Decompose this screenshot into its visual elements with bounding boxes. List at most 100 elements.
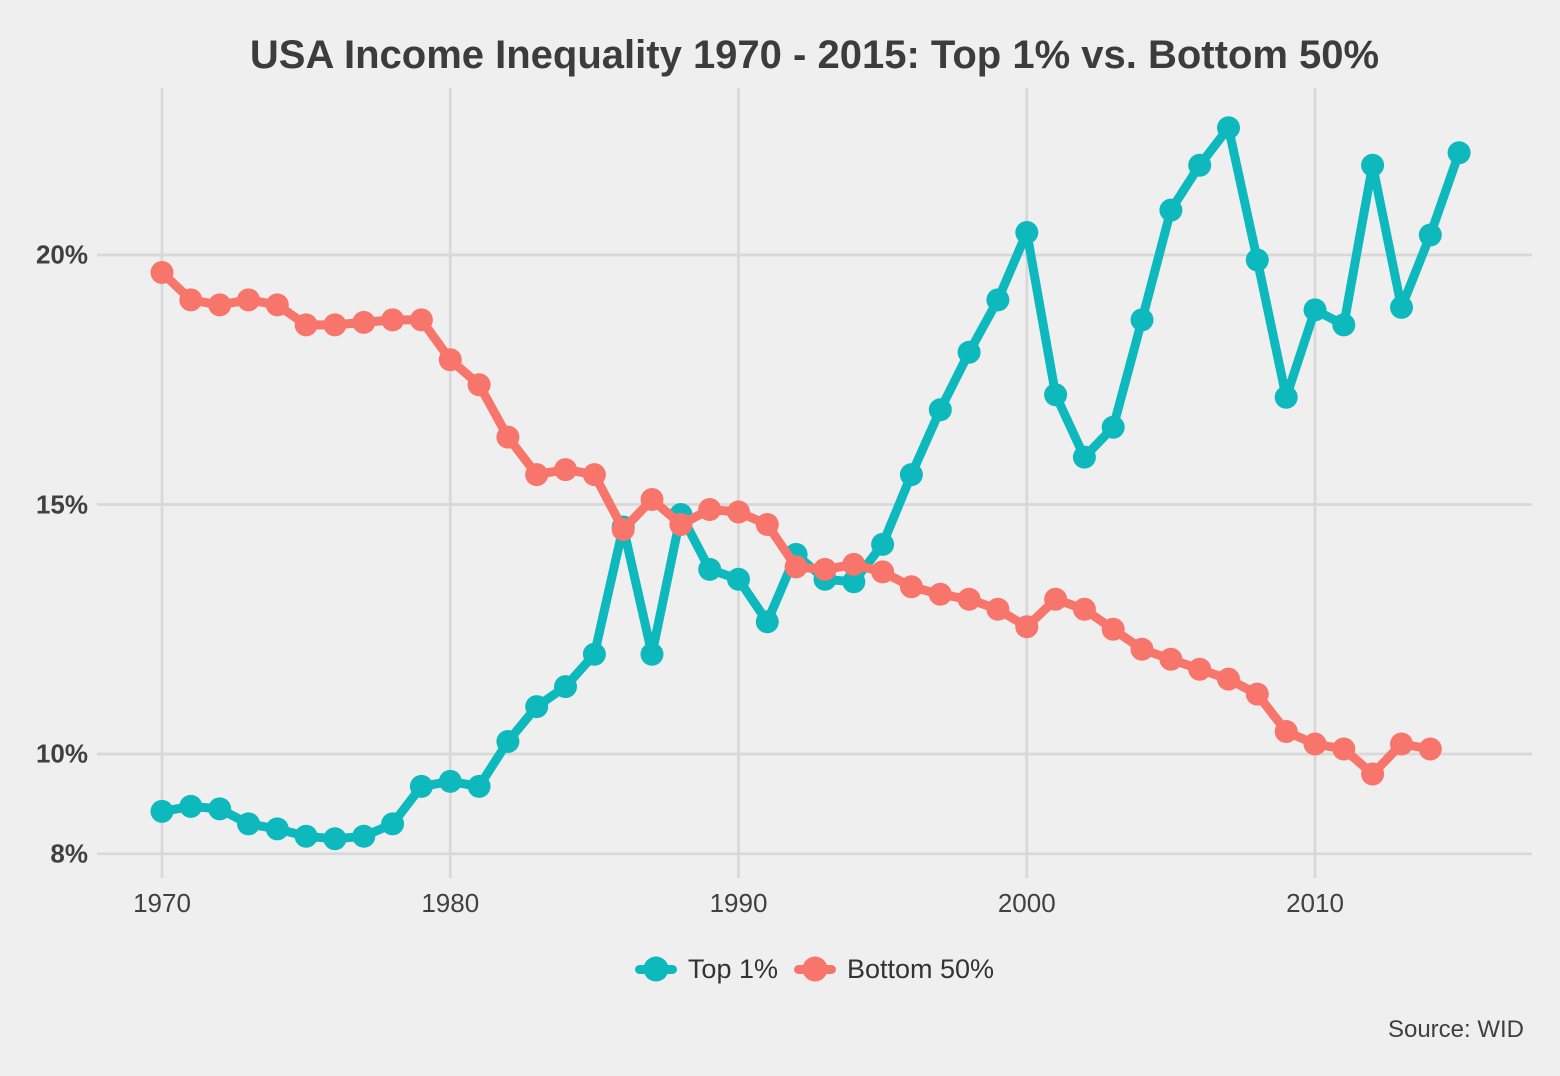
data-point-top-1--1976 [323,827,347,851]
data-point-bottom-50--1998 [957,587,981,611]
data-point-bottom-50--1972 [208,293,232,317]
data-point-bottom-50--2005 [1159,647,1183,671]
data-point-top-1--2006 [1188,153,1212,177]
data-point-bottom-50--1976 [323,313,347,337]
data-point-top-1--2003 [1101,415,1125,439]
data-point-bottom-50--1996 [899,575,923,599]
y-tick-label-20: 20% [35,239,88,270]
data-point-bottom-50--1986 [611,518,635,541]
data-point-bottom-50--1982 [496,425,520,449]
data-point-top-1--2001 [1044,383,1068,407]
data-point-bottom-50--1975 [294,313,318,337]
data-point-top-1--1970 [150,799,174,823]
data-point-top-1--2007 [1217,116,1240,140]
data-point-bottom-50--1977 [352,310,376,334]
data-point-bottom-50--2014 [1418,737,1442,761]
data-point-top-1--2002 [1072,445,1096,469]
data-point-bottom-50--2008 [1245,682,1269,706]
data-point-top-1--1994 [842,570,866,594]
data-point-top-1--2004 [1130,308,1154,332]
series-line-bottom-50- [157,268,1435,779]
x-tick-label-1990: 1990 [709,888,768,918]
data-point-top-1--1983 [525,695,549,719]
data-point-top-1--2000 [1015,221,1039,244]
data-point-bottom-50--2007 [1217,667,1240,691]
data-point-top-1--1979 [409,774,433,798]
source-note: Source: WID [1387,1016,1524,1043]
x-tick-label-2010: 2010 [1286,888,1344,918]
legend-item-bottom50: Bottom 50% [793,953,995,985]
data-point-bottom-50--1987 [640,488,664,511]
data-point-top-1--2013 [1390,295,1413,319]
data-point-top-1--1981 [467,774,491,798]
x-tick-label-1980: 1980 [421,888,480,918]
data-point-top-1--2015 [1447,141,1471,165]
data-point-top-1--2011 [1332,313,1356,337]
series-line-top-1- [157,123,1464,844]
data-point-top-1--1991 [755,610,779,634]
data-point-top-1--1996 [899,463,923,487]
data-point-bottom-50--1989 [698,498,722,521]
data-point-bottom-50--2000 [1015,615,1039,639]
data-point-bottom-50--1995 [871,560,895,584]
data-point-top-1--1989 [698,557,722,581]
data-point-bottom-50--1991 [755,513,779,536]
data-point-top-1--1998 [957,340,981,364]
data-point-top-1--1990 [727,567,750,591]
data-point-bottom-50--2013 [1390,732,1413,756]
data-point-bottom-50--2012 [1361,762,1385,786]
data-point-bottom-50--2004 [1130,637,1154,661]
data-point-top-1--2010 [1303,298,1327,322]
data-point-bottom-50--1994 [842,552,866,576]
data-point-top-1--1974 [265,817,289,841]
data-point-top-1--2005 [1159,198,1183,222]
data-point-bottom-50--2010 [1303,732,1327,756]
data-point-top-1--1997 [928,398,952,422]
data-point-top-1--1995 [871,532,895,556]
data-point-bottom-50--1985 [582,463,606,487]
legend-item-top1: Top 1% [634,953,778,985]
data-point-top-1--1987 [640,642,664,666]
data-point-bottom-50--2001 [1044,587,1068,611]
data-point-top-1--1984 [554,675,577,699]
data-point-bottom-50--2006 [1188,657,1212,681]
legend-marker-bottom50-icon [793,954,836,984]
data-point-top-1--2008 [1245,248,1269,272]
y-tick-label-8: 8% [50,838,88,869]
data-point-top-1--1972 [208,797,232,821]
data-point-bottom-50--1978 [381,308,405,332]
data-point-top-1--1971 [179,794,203,818]
data-point-top-1--1975 [294,824,318,848]
x-tick-label-1970: 1970 [133,888,191,918]
data-point-top-1--2009 [1274,385,1298,409]
data-point-bottom-50--2002 [1072,597,1096,621]
data-point-top-1--2014 [1418,223,1442,247]
data-point-bottom-50--1983 [525,463,549,487]
data-point-bottom-50--1970 [150,261,174,284]
data-point-bottom-50--1971 [179,288,203,312]
data-point-bottom-50--1979 [409,308,433,332]
data-point-top-1--1999 [986,288,1010,312]
data-point-bottom-50--1993 [813,557,837,581]
data-point-top-1--1977 [352,824,376,848]
data-point-bottom-50--2009 [1274,720,1298,743]
data-point-top-1--1980 [438,769,462,793]
legend-marker-top1-icon [634,954,677,984]
data-point-bottom-50--1984 [554,458,577,482]
chart-title: USA Income Inequality 1970 - 2015: Top 1… [249,33,1380,77]
data-point-bottom-50--1973 [237,288,260,312]
legend: Top 1% Bottom 50% [97,946,1532,992]
legend-label-top1: Top 1% [687,953,778,984]
legend-label-bottom50: Bottom 50% [846,953,995,984]
data-point-top-1--1982 [496,730,520,753]
data-point-bottom-50--1990 [727,500,750,524]
data-point-bottom-50--1988 [669,513,693,536]
data-point-bottom-50--2011 [1332,737,1356,761]
data-point-top-1--2012 [1361,153,1385,177]
data-point-top-1--1973 [237,812,260,836]
y-tick-label-15: 15% [35,489,88,519]
data-point-bottom-50--2003 [1101,617,1125,641]
data-point-bottom-50--1992 [784,555,808,579]
data-point-bottom-50--1974 [265,293,289,317]
